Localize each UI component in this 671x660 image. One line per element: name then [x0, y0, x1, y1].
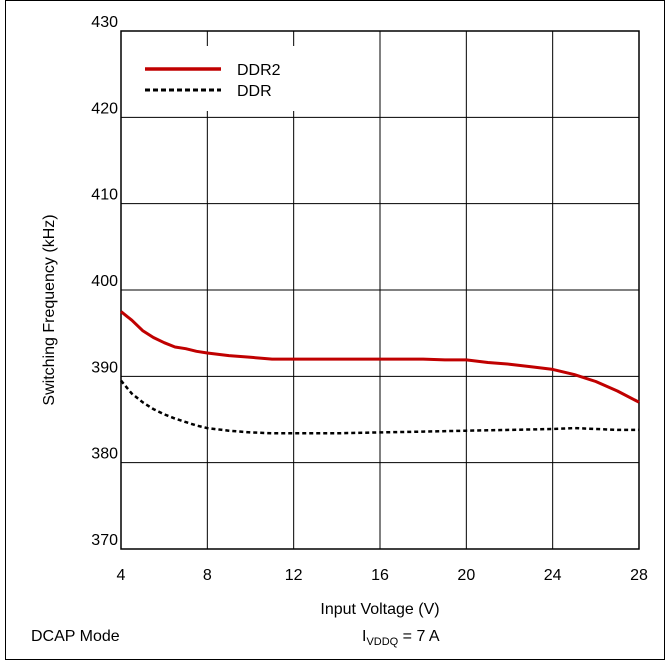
x-tick-labels: 4 8 12 16 20 24 28	[117, 567, 648, 584]
x-axis-title: Input Voltage (V)	[320, 601, 439, 618]
current-label-subscript: VDDQ	[366, 636, 399, 649]
y-tick-label: 430	[91, 14, 118, 31]
y-tick-label: 400	[91, 273, 118, 290]
legend: DDR2 DDR	[126, 46, 311, 111]
legend-label-ddr: DDR	[237, 83, 272, 100]
y-axis-title: Switching Frequency (kHz)	[41, 214, 58, 405]
current-label-prefix: I	[362, 628, 367, 645]
x-tick-label: 24	[544, 567, 562, 584]
x-tick-label: 12	[285, 567, 303, 584]
y-tick-labels: 370 380 390 400 410 420 430	[91, 14, 118, 549]
y-tick-label: 390	[91, 359, 118, 376]
plot-border	[120, 30, 640, 550]
grid-layer	[120, 30, 640, 550]
x-tick-label: 20	[457, 567, 475, 584]
x-tick-label: 8	[203, 567, 212, 584]
legend-background	[126, 46, 311, 111]
x-tick-label: 28	[630, 567, 648, 584]
mode-label: DCAP Mode	[31, 628, 120, 645]
y-tick-label: 410	[91, 187, 118, 204]
x-tick-label: 16	[371, 567, 389, 584]
series-layer	[120, 310, 640, 435]
series-line-ddr	[120, 379, 639, 435]
y-tick-label: 420	[91, 100, 118, 117]
x-tick-label: 4	[117, 567, 126, 584]
current-label: IVDDQ = 7 A	[362, 628, 440, 648]
y-tick-label: 370	[91, 532, 118, 549]
legend-label-ddr2: DDR2	[237, 62, 281, 79]
series-line-ddr2	[120, 310, 640, 404]
y-tick-label: 380	[91, 446, 118, 463]
current-label-suffix: = 7 A	[398, 628, 440, 645]
